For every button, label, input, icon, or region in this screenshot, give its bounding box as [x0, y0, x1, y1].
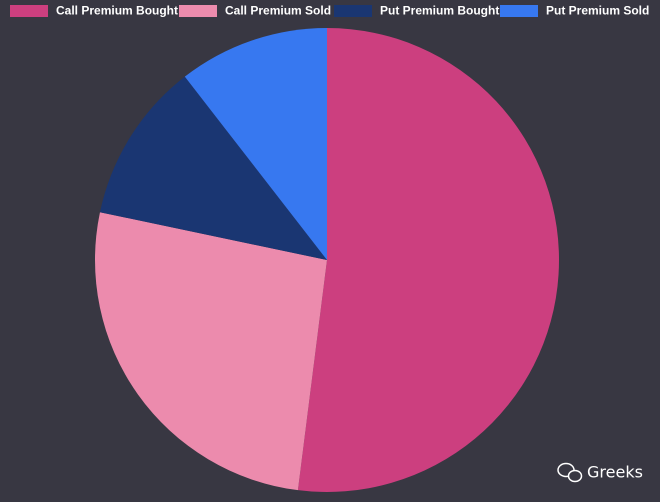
legend-swatch	[179, 5, 217, 17]
pie-slice	[297, 28, 559, 492]
legend-label: Call Premium Sold	[225, 4, 331, 18]
legend-swatch	[10, 5, 48, 17]
legend-swatch	[334, 5, 372, 17]
pie-slice	[184, 28, 327, 260]
legend-label: Put Premium Sold	[546, 4, 649, 18]
pie-slice	[99, 76, 327, 260]
legend-label: Put Premium Bought	[380, 4, 499, 18]
pie-slice	[95, 212, 327, 491]
wechat-icon	[567, 469, 583, 483]
legend-swatch	[500, 5, 538, 17]
legend-label: Call Premium Bought	[56, 4, 178, 18]
watermark: Greeks	[557, 463, 643, 483]
watermark-text: Greeks	[587, 463, 643, 482]
